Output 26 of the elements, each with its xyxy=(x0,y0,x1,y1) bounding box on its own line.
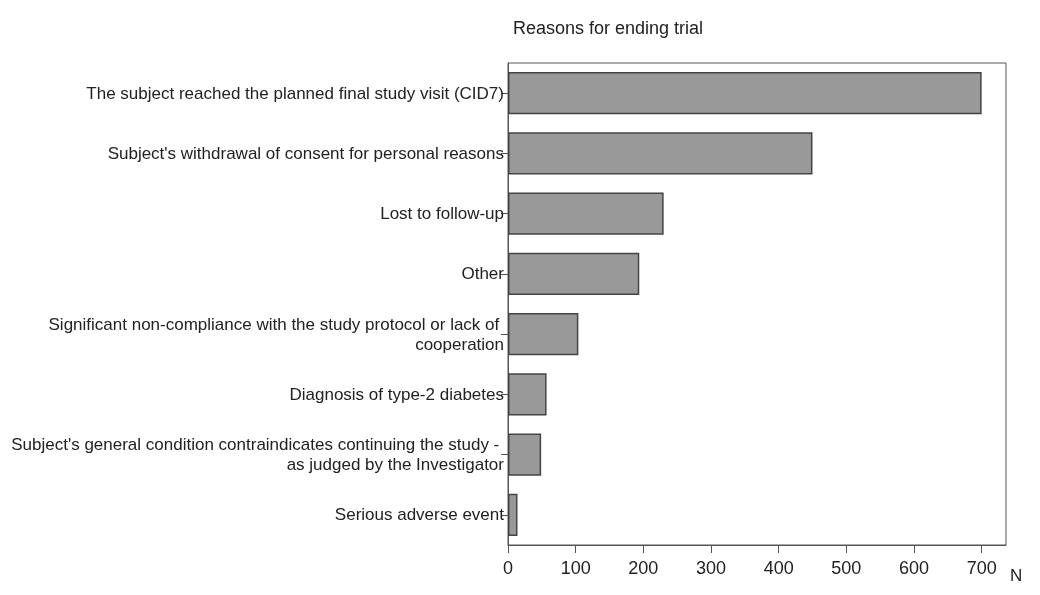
y-tick-label: Subject's withdrawal of consent for personal reasons xyxy=(107,143,504,163)
x-tick-label: 500 xyxy=(831,558,862,578)
bar xyxy=(508,252,640,295)
y-tick-label: Serious adverse event xyxy=(334,505,505,525)
bar xyxy=(508,192,664,235)
y-tick-label: Subject's general condition contraindicates continuing the study - as judged by the Investigator xyxy=(11,435,505,475)
bar xyxy=(508,132,813,175)
y-tick-label: Other xyxy=(461,264,505,284)
x-tick-label: 300 xyxy=(695,558,727,578)
x-tick-label: 100 xyxy=(560,558,591,578)
x-tick-label: 600 xyxy=(898,558,929,578)
bar xyxy=(508,72,982,115)
y-tick-label: Diagnosis of type-2 diabetes xyxy=(289,384,504,404)
bar xyxy=(508,433,542,476)
x-tick-label: 700 xyxy=(966,558,997,578)
bar xyxy=(508,373,547,416)
x-tick-label: 200 xyxy=(628,558,659,578)
y-tick-label: The subject reached the planned final study visit (CID7) xyxy=(86,83,504,103)
y-tick-label: Lost to follow-up xyxy=(380,204,504,224)
y-tick-label: Significant non-compliance with the study protocol or lack of cooperation xyxy=(48,314,504,354)
chart-title: Reasons for ending trial xyxy=(513,18,704,38)
x-axis-title: N xyxy=(1010,566,1023,585)
x-tick-label: 400 xyxy=(763,558,794,578)
bar xyxy=(508,493,518,536)
bar xyxy=(508,313,579,356)
x-tick-label: 0 xyxy=(502,558,514,578)
